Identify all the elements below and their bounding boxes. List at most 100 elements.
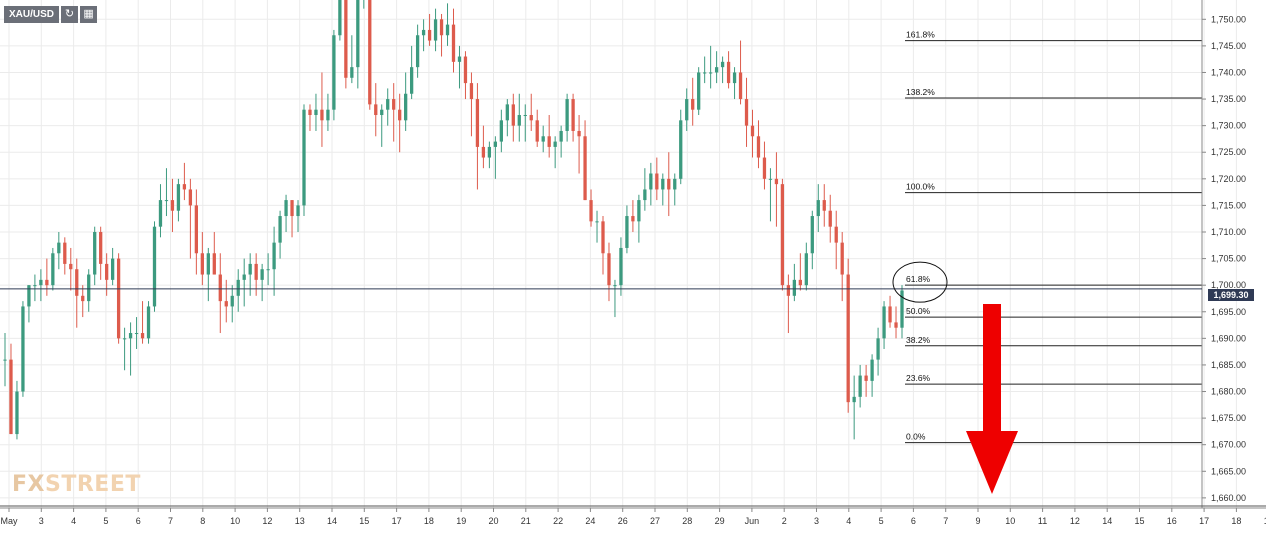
candle-body — [158, 200, 163, 227]
candle-body — [703, 72, 707, 74]
candle-body — [296, 205, 300, 217]
y-tick-label: 1,690.00 — [1211, 333, 1246, 343]
candle-body — [368, 0, 372, 105]
candle-body — [284, 200, 288, 217]
y-tick-label: 1,725.00 — [1211, 147, 1246, 157]
candle-body — [864, 375, 868, 381]
x-tick-label: 8 — [200, 516, 205, 526]
candle-body — [643, 189, 647, 201]
x-tick-label: 2 — [782, 516, 787, 526]
y-tick-label: 1,660.00 — [1211, 493, 1246, 503]
candle-body — [601, 221, 605, 254]
candle-body — [57, 242, 61, 254]
candle-body — [242, 274, 246, 280]
x-tick-label: 12 — [1070, 516, 1080, 526]
candle-body — [888, 306, 892, 323]
candle-body — [547, 136, 551, 147]
candle-body — [840, 242, 844, 275]
fib-level-label: 100.0% — [906, 182, 935, 192]
candle-body — [152, 226, 157, 307]
refresh-icon[interactable]: ↻ — [61, 6, 79, 23]
candle-body — [99, 231, 103, 264]
candle-body — [392, 99, 396, 110]
candle-body — [637, 200, 641, 222]
candle-body — [21, 306, 25, 392]
candle-body — [356, 0, 360, 68]
candle-body — [786, 285, 791, 296]
candle-layer — [3, 0, 904, 440]
candle-body — [236, 279, 240, 296]
candle-body — [798, 279, 802, 286]
candle-body — [828, 210, 832, 227]
candle-body — [27, 285, 31, 307]
candle-body — [732, 72, 737, 84]
candle-body — [188, 189, 193, 206]
circle-highlight — [892, 261, 948, 303]
candle-body — [553, 141, 557, 147]
y-tick-label: 1,745.00 — [1211, 41, 1246, 51]
fib-level-label: 23.6% — [906, 373, 931, 383]
candle-body — [254, 263, 258, 280]
symbol-label[interactable]: XAU/USD — [4, 6, 60, 23]
candle-body — [870, 359, 874, 381]
candle-body — [433, 19, 438, 41]
candle-body — [51, 253, 55, 286]
candle-body — [206, 253, 210, 275]
candle-body — [858, 375, 862, 397]
candle-body — [81, 295, 85, 302]
y-tick-label: 1,715.00 — [1211, 200, 1246, 210]
calendar-icon[interactable]: ▦ — [80, 6, 98, 23]
x-tick-label: 12 — [262, 516, 272, 526]
candle-body — [338, 0, 342, 36]
candle-body — [810, 216, 814, 254]
candle-body — [69, 263, 73, 270]
candle-body — [577, 130, 581, 137]
candle-body — [691, 99, 695, 110]
x-tick-label: 27 — [650, 516, 660, 526]
candle-body — [481, 146, 486, 158]
x-tick-label: 16 — [1167, 516, 1177, 526]
fxstreet-logo: FXSTREET — [12, 472, 141, 497]
candle-body — [720, 61, 725, 68]
candle-body — [9, 359, 13, 435]
candle-body — [404, 93, 408, 121]
candle-body — [685, 99, 689, 121]
candle-body — [194, 205, 199, 254]
candle-body — [451, 24, 456, 62]
x-tick-label: 20 — [488, 516, 498, 526]
y-tick-label: 1,665.00 — [1211, 466, 1246, 476]
candle-body — [625, 216, 629, 248]
candle-body — [661, 178, 665, 190]
fib-level-label: 161.8% — [906, 30, 935, 40]
x-tick-label: 3 — [814, 516, 819, 526]
x-tick-label: 4 — [846, 516, 851, 526]
candle-body — [679, 120, 683, 179]
price-axis: 1,750.00 1,745.00 1,740.00 1,735.00 1,730.00… — [1201, 0, 1246, 508]
fibonacci-retracement: 161.8% 138.2% 100.0% 61.8% 50.0% 38.2% 23.6% 0.… — [905, 30, 1202, 444]
x-tick-label: 18 — [1231, 516, 1241, 526]
candle-body — [607, 253, 611, 286]
candle-body — [3, 359, 7, 361]
x-tick-label: 22 — [553, 516, 563, 526]
candle-body — [900, 290, 904, 328]
x-tick-label: 10 — [1005, 516, 1015, 526]
y-tick-label: 1,740.00 — [1211, 67, 1246, 77]
candle-body — [697, 72, 701, 110]
candle-body — [655, 173, 659, 190]
x-tick-label: 17 — [1199, 516, 1209, 526]
candle-body — [882, 306, 886, 339]
x-tick-label: 15 — [1134, 516, 1144, 526]
candle-body — [415, 35, 420, 68]
time-axis: May 3 4 5 6 7 8 10 12 13 14 15 17 18 19 20 21 22 24 26 27 28 2… — [0, 505, 1266, 526]
y-tick-label: 1,695.00 — [1211, 307, 1246, 317]
x-tick-label: 7 — [168, 516, 173, 526]
candle-body — [631, 216, 635, 222]
x-tick-label: 14 — [327, 516, 337, 526]
candle-body — [344, 0, 348, 78]
candle-body — [804, 253, 808, 286]
candle-body — [792, 279, 797, 296]
candle-body — [649, 173, 653, 190]
candle-body — [200, 253, 204, 275]
y-tick-label: 1,675.00 — [1211, 413, 1246, 423]
